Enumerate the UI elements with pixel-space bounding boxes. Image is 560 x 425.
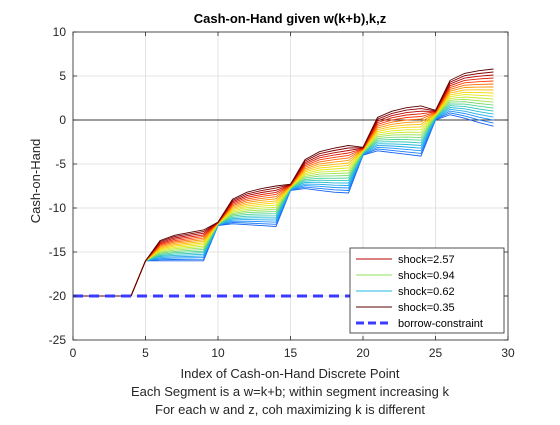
x-axis-label-line-1: Index of Cash-on-Hand Discrete Point: [181, 366, 400, 381]
x-tick-label: 30: [501, 346, 515, 360]
legend: shock=2.57 shock=0.94 shock=0.62 shock=0.35…: [349, 247, 505, 334]
y-tick-label: -10: [49, 201, 67, 215]
y-tick-label: -25: [49, 333, 67, 347]
x-tick-label: 20: [356, 346, 370, 360]
y-tick-label: 10: [53, 25, 67, 39]
y-tick-label: -20: [49, 289, 67, 303]
y-tick-label: -5: [55, 157, 66, 171]
x-axis-label-line-3: For each w and z, coh maximizing k is di…: [155, 402, 425, 417]
x-tick-label: 10: [211, 346, 225, 360]
y-tick-label: -15: [49, 245, 67, 259]
x-tick-label: 0: [70, 346, 77, 360]
legend-label: shock=0.35: [398, 302, 455, 314]
x-axis-label-line-2: Each Segment is a w=k+b; within segment …: [131, 384, 449, 399]
legend-label: shock=0.94: [398, 270, 455, 282]
series-line: [73, 68, 494, 297]
x-tick-label: 15: [284, 346, 298, 360]
y-tick-label: 0: [59, 113, 66, 127]
chart-title: Cash-on-Hand given w(k+b),k,z: [194, 11, 387, 26]
y-axis-label: Cash-on-Hand: [28, 139, 43, 224]
legend-label: borrow-constraint: [398, 318, 483, 330]
ticks: 0 5 10 15 20 25 30 -25 -20 -15 -10 -5 0 5 10: [49, 25, 515, 360]
legend-label: shock=0.62: [398, 286, 455, 298]
y-tick-label: 5: [59, 69, 66, 83]
x-tick-label: 5: [142, 346, 149, 360]
x-tick-label: 25: [429, 346, 443, 360]
series-group: [73, 68, 494, 297]
legend-label: shock=2.57: [398, 254, 455, 266]
